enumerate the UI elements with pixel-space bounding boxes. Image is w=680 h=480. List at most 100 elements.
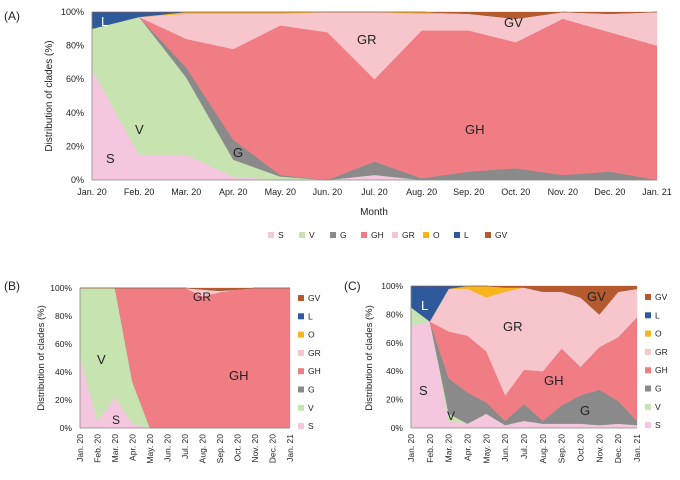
- y-tick-label: 0%: [391, 423, 404, 433]
- annotation-v: V: [97, 352, 106, 367]
- y-tick-label: 20%: [386, 395, 403, 405]
- legend-label: GH: [371, 230, 384, 240]
- x-tick-label: Sep. 20: [215, 434, 225, 464]
- x-tick-label: Jul. 20: [519, 434, 529, 459]
- annotation-v: V: [135, 122, 144, 137]
- panel-b-ticks: 0% 20% 40% 60% 80% 100% Jan. 20 Feb. 20 Mar. 20 A…: [50, 283, 295, 464]
- legend-label: GR: [308, 348, 321, 358]
- annotation-gh: GH: [544, 373, 564, 388]
- annotation-gv: GV: [587, 289, 606, 304]
- legend-item-o: O: [645, 329, 662, 339]
- panel-b-plot: [79, 287, 291, 429]
- legend-item-v: V: [298, 403, 314, 413]
- y-tick-label: 40%: [55, 367, 72, 377]
- legend-label: GR: [402, 230, 415, 240]
- panel-b-annotations: GR V GH S: [97, 290, 249, 427]
- x-tick-label: Apr. 20: [219, 187, 248, 197]
- x-tick-label: Nov. 20: [548, 187, 578, 197]
- legend-label: S: [278, 230, 284, 240]
- x-tick-label: Jan. 21: [642, 187, 672, 197]
- legend-swatch: [392, 232, 398, 238]
- legend-label: GV: [308, 293, 321, 303]
- legend-label: GH: [308, 366, 321, 376]
- x-tick-label: Jun. 20: [163, 434, 173, 462]
- legend-item-gr: GR: [298, 348, 321, 358]
- area-gv: [80, 287, 290, 291]
- x-tick-label: Jan. 20: [77, 187, 107, 197]
- panel-a-annotations: L V S G GR GH GV: [101, 14, 523, 166]
- y-tick-label: 0%: [60, 423, 73, 433]
- legend-item-s: S: [298, 421, 314, 431]
- legend-swatch: [298, 349, 304, 356]
- annotation-gr: GR: [193, 290, 211, 304]
- legend-item-o: O: [423, 230, 440, 240]
- x-tick-label: Feb. 20: [425, 434, 435, 463]
- y-tick-label: 80%: [386, 309, 403, 319]
- legend-swatch: [298, 295, 304, 301]
- x-tick-label: Jan. 20: [406, 434, 416, 462]
- legend-item-g: G: [330, 230, 347, 240]
- annotation-s: S: [419, 383, 428, 398]
- annotation-gr: GR: [357, 32, 377, 47]
- legend-item-gv: GV: [485, 230, 508, 240]
- x-tick-label: Jun. 20: [313, 187, 343, 197]
- legend-swatch: [485, 232, 491, 238]
- annotation-gh: GH: [229, 368, 249, 383]
- panel-a-label: (A): [4, 9, 20, 23]
- x-tick-label: Dec. 20: [594, 187, 625, 197]
- panel-c: (C) Distribution of clades (%) 0% 20% 40% 6…: [344, 279, 668, 464]
- legend-swatch: [330, 232, 336, 238]
- y-tick-label: 100%: [50, 283, 72, 293]
- x-tick-label: Oct. 20: [233, 434, 243, 462]
- y-tick-label: 20%: [66, 141, 84, 151]
- x-tick-label: Mar. 20: [444, 434, 454, 463]
- panel-c-ticks: 0% 20% 40% 60% 80% 100% Jan. 20 Feb. 20 Mar. 20 A…: [381, 281, 642, 464]
- area-gv: [92, 11, 658, 19]
- x-tick-label: Dec. 20: [268, 434, 278, 464]
- legend-item-s: S: [268, 230, 284, 240]
- x-tick-label: Jan. 20: [75, 434, 85, 462]
- legend-label: L: [655, 310, 660, 320]
- legend-item-gv: GV: [645, 292, 668, 302]
- legend-swatch: [298, 404, 304, 411]
- annotation-l: L: [101, 14, 108, 29]
- annotation-s: S: [106, 151, 115, 166]
- y-tick-label: 80%: [55, 311, 72, 321]
- y-tick-label: 20%: [55, 395, 72, 405]
- panel-a-ticks: 0% 20% 40% 60% 80% 100% Jan. 20 Feb. 20 Mar. 20 A…: [61, 7, 672, 197]
- annotation-gr: GR: [503, 319, 523, 334]
- panel-a-legend: S V G GH GR O L GV: [268, 230, 508, 240]
- legend-item-gv: GV: [298, 293, 321, 303]
- annotation-s: S: [112, 413, 120, 427]
- legend-item-gh: GH: [645, 365, 668, 375]
- x-tick-label: May. 20: [145, 434, 155, 464]
- x-tick-label: Apr. 20: [128, 434, 138, 461]
- legend-item-g: G: [645, 384, 662, 394]
- legend-item-s: S: [645, 420, 661, 430]
- legend-label: G: [308, 385, 315, 395]
- legend-swatch: [268, 232, 274, 238]
- legend-swatch: [645, 385, 651, 392]
- panel-c-plot: [410, 285, 638, 429]
- legend-item-gr: GR: [645, 347, 668, 357]
- x-tick-label: May. 20: [481, 434, 491, 464]
- annotation-v: V: [447, 409, 455, 423]
- legend-label: V: [309, 230, 315, 240]
- legend-label: S: [655, 420, 661, 430]
- annotation-gv: GV: [504, 15, 523, 30]
- x-tick-label: Jan. 21: [285, 434, 295, 462]
- legend-label: O: [308, 330, 315, 340]
- legend-label: L: [464, 230, 469, 240]
- x-tick-label: Feb. 20: [93, 434, 103, 463]
- y-tick-label: 0%: [71, 175, 84, 185]
- legend-item-gh: GH: [298, 366, 321, 376]
- legend-swatch: [645, 348, 651, 355]
- legend-label: GV: [495, 230, 508, 240]
- x-tick-label: Sep. 20: [557, 434, 567, 464]
- legend-label: V: [655, 402, 661, 412]
- y-tick-label: 60%: [66, 74, 84, 84]
- panel-a-xlabel: Month: [360, 207, 388, 218]
- legend-swatch: [645, 330, 651, 337]
